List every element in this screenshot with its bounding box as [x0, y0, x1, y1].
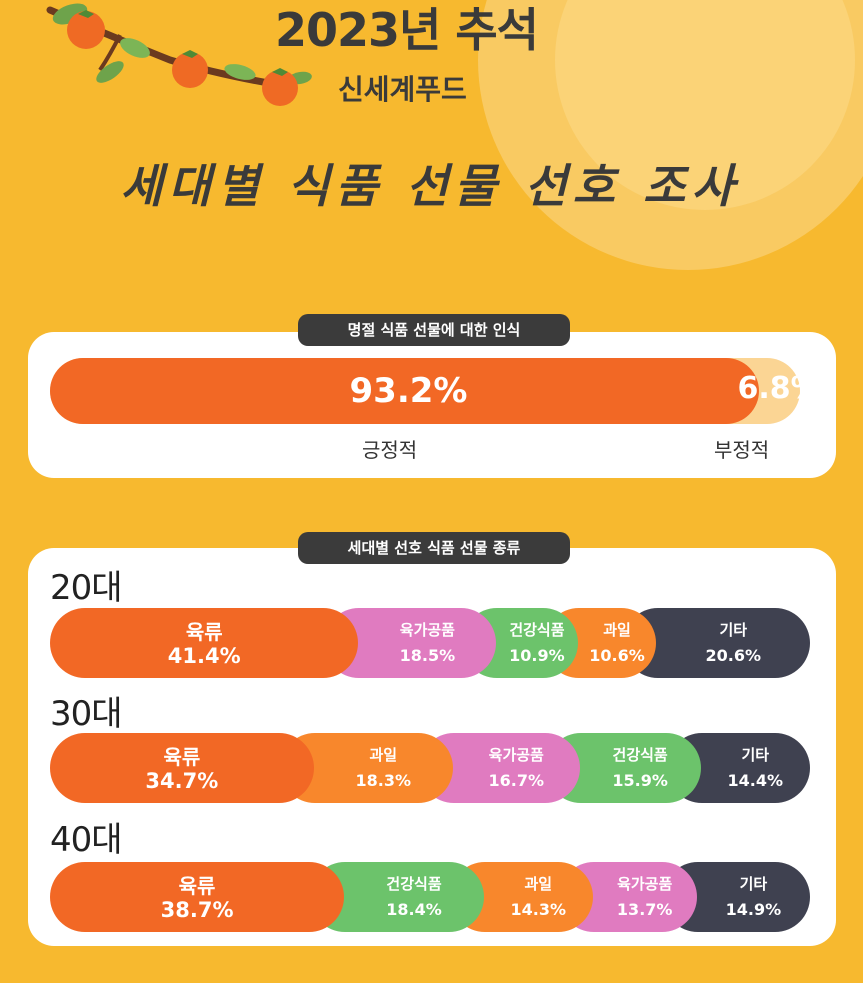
segment-name-label: 육류 — [163, 745, 201, 769]
segment-meat: 육류 34.7% — [50, 733, 314, 803]
segment-value-label: 38.7% — [160, 898, 234, 922]
positive-category-label: 긍정적 — [362, 438, 418, 462]
persimmon-branch-illustration — [46, 3, 312, 106]
segment-name-label: 육류 — [185, 620, 223, 644]
segment-value-label: 16.7% — [488, 771, 544, 790]
age-label-30s: 30대 — [50, 694, 123, 734]
segment-name-label: 기타 — [719, 621, 748, 639]
segment-value-label: 20.6% — [705, 646, 761, 665]
stacked-bar-40s: 육류 38.7% 건강식품 18.4% 과일 14.3% 육가공품 13.7% 기타 14.9% — [50, 862, 810, 932]
segment-value-label: 10.6% — [589, 646, 645, 665]
stacked-bar-20s: 육류 41.4% 육가공품 18.5% 건강식품 10.9% 과일 10.6% 기타 20.6% — [50, 608, 810, 678]
segment-value-label: 41.4% — [167, 644, 241, 668]
segment-value-label: 10.9% — [509, 646, 565, 665]
company-name: 신세계푸드 — [338, 73, 467, 106]
segment-value-label: 15.9% — [612, 771, 668, 790]
segment-value-label: 18.4% — [386, 900, 442, 919]
segment-name-label: 육가공품 — [488, 746, 544, 764]
segment-name-label: 과일 — [369, 746, 398, 764]
segment-health_food: 건강식품 18.4% — [310, 862, 484, 932]
stacked-bar-30s: 육류 34.7% 과일 18.3% 육가공품 16.7% 건강식품 15.9% 기타 14.4% — [50, 733, 810, 803]
page-title: 세대별 식품 선물 선호 조사 — [120, 159, 740, 213]
page-title-year: 2023년 추석 — [275, 3, 539, 57]
segment-value-label: 34.7% — [145, 769, 219, 793]
segment-meat: 육류 41.4% — [50, 608, 359, 678]
negative-category-label: 부정적 — [714, 438, 770, 462]
perception-chart-title: 명절 식품 선물에 대한 인식 — [298, 314, 570, 346]
segment-name-label: 기타 — [739, 875, 768, 893]
positive-bar — [50, 358, 759, 424]
segment-name-label: 육가공품 — [399, 621, 455, 639]
perception-bar: 93.2% 6.8% — [50, 358, 821, 424]
segment-name-label: 건강식품 — [612, 746, 668, 764]
age-label-20s: 20대 — [50, 568, 123, 608]
segment-value-label: 14.9% — [725, 900, 782, 919]
segment-name-label: 기타 — [741, 746, 770, 764]
segment-name-label: 육가공품 — [617, 875, 673, 893]
segment-name-label: 육류 — [178, 874, 216, 898]
segment-name-label: 건강식품 — [386, 875, 442, 893]
negative-value-label: 6.8% — [737, 371, 821, 406]
segment-value-label: 14.3% — [510, 900, 567, 919]
positive-value-label: 93.2% — [349, 371, 468, 411]
segment-name-label: 과일 — [603, 621, 631, 639]
generation-chart-title: 세대별 선호 식품 선물 종류 — [298, 532, 570, 564]
segment-value-label: 18.3% — [355, 771, 412, 790]
segment-value-label: 18.5% — [399, 646, 456, 665]
segment-meat: 육류 38.7% — [50, 862, 345, 932]
age-label-40s: 40대 — [50, 820, 123, 860]
segment-value-label: 13.7% — [616, 900, 673, 919]
segment-name-label: 과일 — [524, 875, 553, 893]
segment-name-label: 건강식품 — [509, 621, 565, 639]
segment-value-label: 14.4% — [727, 771, 784, 790]
